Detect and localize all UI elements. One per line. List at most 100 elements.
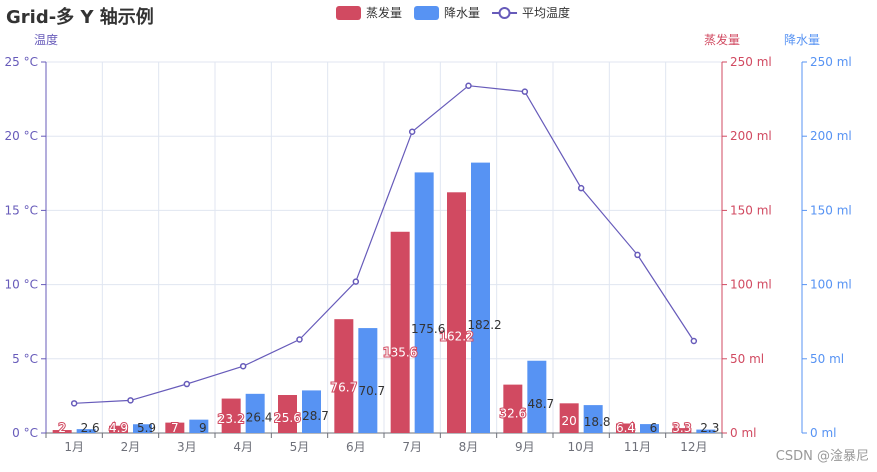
bar-label-evaporation: 23.2 [218, 412, 245, 426]
y-tick-label-precipitation: 50 ml [810, 352, 844, 366]
y-tick-label-temperature: 15 °C [5, 203, 38, 217]
y-axis-name-evaporation: 蒸发量 [704, 32, 740, 47]
bar-label-precipitation: 2.6 [81, 421, 100, 435]
line-point-temperature [183, 380, 191, 388]
line-point-temperature [690, 337, 698, 345]
x-tick-label: 3月 [177, 440, 197, 454]
chart-title: Grid-多 Y 轴示例 [6, 7, 154, 28]
bar-evaporation [52, 430, 72, 433]
bar-evaporation [278, 395, 297, 433]
bar-label-precipitation: 26.4 [246, 410, 273, 424]
x-tick-label: 12月 [680, 440, 707, 454]
bar-precipitation [189, 419, 209, 433]
bar-precipitation [527, 360, 547, 433]
line-point-temperature [239, 362, 247, 370]
line-point-temperature [352, 278, 360, 285]
y-tick-label-evaporation: 250 ml [730, 55, 772, 69]
watermark: CSDN @淦暴尼 [775, 449, 869, 464]
line-point-temperature [634, 251, 641, 259]
bar-label-precipitation: 48.7 [527, 397, 554, 411]
bar-precipitation [471, 162, 490, 433]
bar-precipitation [358, 328, 378, 433]
y-tick-label-evaporation: 150 ml [730, 203, 772, 217]
x-tick-label: 8月 [459, 440, 479, 454]
bar-label-precipitation: 5.9 [137, 421, 156, 435]
legend-marker-temperature [498, 7, 511, 19]
line-point-temperature [127, 397, 134, 404]
legend-label: 蒸发量 [366, 5, 402, 20]
x-tick-label: 11月 [624, 440, 651, 454]
y-tick-label-temperature: 20 °C [5, 129, 38, 143]
bar-label-precipitation: 175.6 [411, 322, 445, 336]
y-tick-label-precipitation: 150 ml [810, 203, 852, 217]
x-tick-label: 4月 [233, 440, 253, 454]
y-tick-label-temperature: 0 °C [12, 426, 38, 440]
x-tick-label: 9月 [515, 440, 535, 454]
legend-label: 降水量 [444, 6, 480, 20]
line-point-temperature [296, 336, 303, 343]
x-tick-label: 7月 [402, 440, 422, 454]
y-tick-label-precipitation: 0 ml [810, 426, 836, 440]
bar-evaporation [616, 423, 635, 433]
x-tick-label: 10月 [568, 440, 595, 454]
x-tick-label: 6月 [346, 440, 366, 454]
bar-evaporation [165, 422, 185, 433]
legend-label: 平均温度 [522, 5, 570, 20]
bar-evaporation [109, 425, 128, 433]
y-axis-name-temperature: 温度 [34, 32, 58, 47]
legend-swatch-precipitation [414, 6, 440, 20]
x-tick-label: 5月 [290, 440, 310, 454]
bar-precipitation [696, 429, 716, 433]
y-tick-label-precipitation: 200 ml [810, 129, 852, 143]
bar-label-precipitation: 2.3 [700, 421, 719, 435]
bar-label-precipitation: 6 [650, 421, 658, 435]
y-tick-label-evaporation: 50 ml [730, 352, 764, 366]
y-tick-label-evaporation: 100 ml [730, 278, 772, 292]
bar-precipitation [640, 424, 659, 433]
y-tick-label-temperature: 10 °C [5, 278, 38, 292]
y-tick-label-temperature: 25 °C [5, 55, 38, 69]
bar-evaporation [503, 384, 523, 433]
bar-precipitation [133, 424, 152, 433]
bar-evaporation [221, 398, 241, 433]
bar-evaporation [672, 428, 692, 433]
bar-label-evaporation: 20 [562, 414, 577, 428]
y-tick-label-temperature: 5 °C [12, 352, 38, 366]
bar-label-evaporation: 135.6 [383, 346, 417, 360]
y-tick-label-precipitation: 250 ml [810, 55, 852, 69]
bar-label-evaporation: 7 [171, 421, 179, 435]
bar-evaporation [390, 231, 410, 433]
line-point-temperature [577, 184, 585, 192]
bar-precipitation [414, 172, 434, 433]
bar-label-precipitation: 9 [199, 421, 207, 435]
bar-precipitation [245, 393, 265, 433]
x-tick-label: 2月 [121, 440, 141, 454]
bar-precipitation [302, 390, 321, 433]
bar-precipitation [76, 429, 96, 433]
bar-evaporation [447, 192, 466, 433]
bar-label-precipitation: 182.2 [467, 318, 501, 332]
y-tick-label-evaporation: 0 ml [730, 426, 756, 440]
line-series-temperature [74, 85, 695, 404]
bar-label-evaporation: 76.7 [330, 380, 357, 394]
bar-evaporation [559, 403, 579, 433]
bar-label-precipitation: 28.7 [302, 409, 329, 423]
bar-label-evaporation: 3.3 [672, 421, 691, 435]
bar-label-evaporation: 4.9 [109, 421, 128, 435]
bar-label-evaporation: 6.4 [616, 421, 635, 435]
bar-evaporation [334, 319, 354, 433]
line-point-temperature [521, 88, 529, 95]
x-tick-label: 1月 [64, 440, 84, 454]
bar-label-evaporation: 2 [58, 421, 66, 435]
bar-label-evaporation: 162.2 [439, 330, 473, 344]
line-point-temperature [465, 82, 472, 89]
bar-label-evaporation: 32.6 [499, 407, 526, 421]
line-point-temperature [408, 128, 416, 135]
bar-precipitation [583, 405, 603, 433]
y-tick-label-precipitation: 100 ml [810, 278, 852, 292]
line-point-temperature [70, 400, 78, 407]
y-tick-label-evaporation: 200 ml [730, 129, 772, 143]
y-axis-name-precipitation: 降水量 [784, 33, 820, 47]
